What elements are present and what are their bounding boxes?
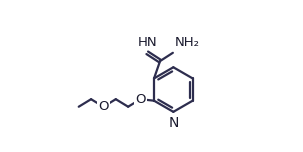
Text: O: O bbox=[135, 93, 146, 106]
Text: O: O bbox=[98, 100, 109, 113]
Text: NH₂: NH₂ bbox=[175, 36, 200, 49]
Text: HN: HN bbox=[138, 36, 157, 49]
Text: N: N bbox=[168, 116, 178, 130]
